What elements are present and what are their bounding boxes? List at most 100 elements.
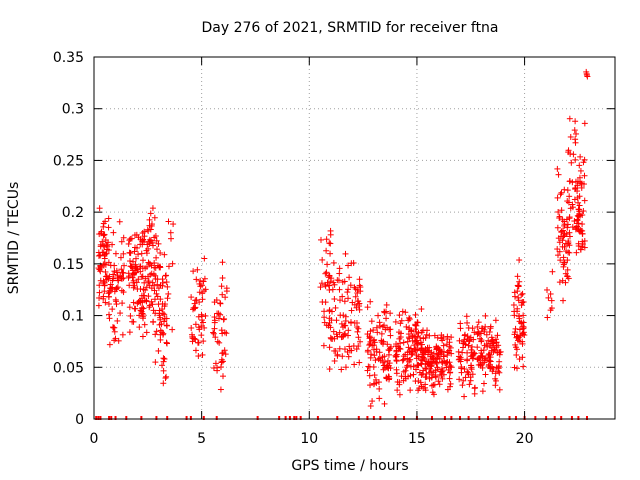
data-point: [571, 127, 578, 134]
data-point: [331, 357, 338, 364]
data-point: [100, 293, 107, 300]
data-point: [423, 373, 430, 380]
data-point: [384, 362, 391, 369]
data-point: [110, 324, 117, 331]
data-point: [569, 179, 576, 186]
data-point: [443, 359, 450, 366]
data-point: [162, 272, 169, 279]
data-point: [471, 329, 478, 336]
data-point: [371, 352, 378, 359]
data-point: [494, 349, 501, 356]
data-point: [474, 331, 481, 338]
data-point: [458, 364, 465, 371]
data-point: [128, 263, 135, 270]
data-point: [572, 226, 579, 233]
data-point: [201, 255, 208, 262]
data-point: [329, 286, 336, 293]
data-point: [196, 299, 203, 306]
data-point: [511, 308, 518, 315]
data-point: [217, 311, 224, 318]
data-point: [514, 305, 521, 312]
data-point: [323, 269, 330, 276]
data-point: [514, 282, 521, 289]
data-point: [323, 236, 330, 243]
data-point: [394, 343, 401, 350]
data-point: [218, 283, 225, 290]
x-axis-label: GPS time / hours: [291, 458, 408, 474]
data-point: [321, 308, 328, 315]
data-point: [330, 328, 337, 335]
data-point: [341, 346, 348, 353]
data-point: [354, 297, 361, 304]
data-point: [159, 306, 166, 313]
data-point: [413, 322, 420, 329]
data-point: [402, 367, 409, 374]
data-point: [355, 300, 362, 307]
data-point: [497, 348, 504, 355]
data-point: [579, 227, 586, 234]
data-point: [201, 275, 208, 282]
data-point: [565, 149, 572, 156]
data-point: [566, 193, 573, 200]
data-point: [569, 224, 576, 231]
data-point: [418, 345, 425, 352]
data-point: [109, 306, 116, 313]
data-point: [581, 156, 588, 163]
data-point: [222, 351, 229, 358]
data-point: [341, 298, 348, 305]
data-point: [214, 338, 221, 345]
data-point: [368, 318, 375, 325]
data-point: [564, 221, 571, 228]
data-point: [153, 254, 160, 261]
data-point: [96, 294, 103, 301]
data-point: [557, 257, 564, 264]
data-point: [444, 352, 451, 359]
data-point: [579, 221, 586, 228]
data-point: [439, 368, 446, 375]
data-point: [155, 347, 162, 354]
data-point: [465, 324, 472, 331]
data-point: [160, 330, 167, 337]
data-point: [160, 318, 167, 325]
data-point: [448, 350, 455, 357]
data-point: [478, 325, 485, 332]
data-point: [415, 353, 422, 360]
data-points: [95, 68, 591, 420]
data-point: [477, 335, 484, 342]
data-point: [403, 323, 410, 330]
data-point: [159, 276, 166, 283]
data-point: [397, 330, 404, 337]
data-point: [404, 349, 411, 356]
data-point: [345, 286, 352, 293]
data-point: [419, 370, 426, 377]
data-point: [567, 133, 574, 140]
data-point: [322, 283, 329, 290]
data-point: [346, 274, 353, 281]
data-point: [581, 237, 588, 244]
data-point: [446, 375, 453, 382]
data-point: [143, 284, 150, 291]
data-point: [97, 268, 104, 275]
data-point: [462, 374, 469, 381]
data-point: [440, 342, 447, 349]
data-point: [579, 243, 586, 250]
data-point: [163, 279, 170, 286]
data-point: [127, 258, 134, 265]
data-point: [165, 218, 172, 225]
data-point: [387, 310, 394, 317]
data-point: [555, 208, 562, 215]
data-point: [430, 391, 437, 398]
data-point: [438, 358, 445, 365]
data-point: [478, 337, 485, 344]
axis-ticks: [93, 56, 615, 420]
data-point: [327, 227, 334, 234]
data-point: [443, 341, 450, 348]
data-point: [96, 282, 103, 289]
data-point: [106, 341, 113, 348]
data-point: [373, 348, 380, 355]
data-point: [518, 320, 525, 327]
data-point: [418, 341, 425, 348]
data-point: [412, 366, 419, 373]
data-point: [569, 201, 576, 208]
data-point: [576, 193, 583, 200]
